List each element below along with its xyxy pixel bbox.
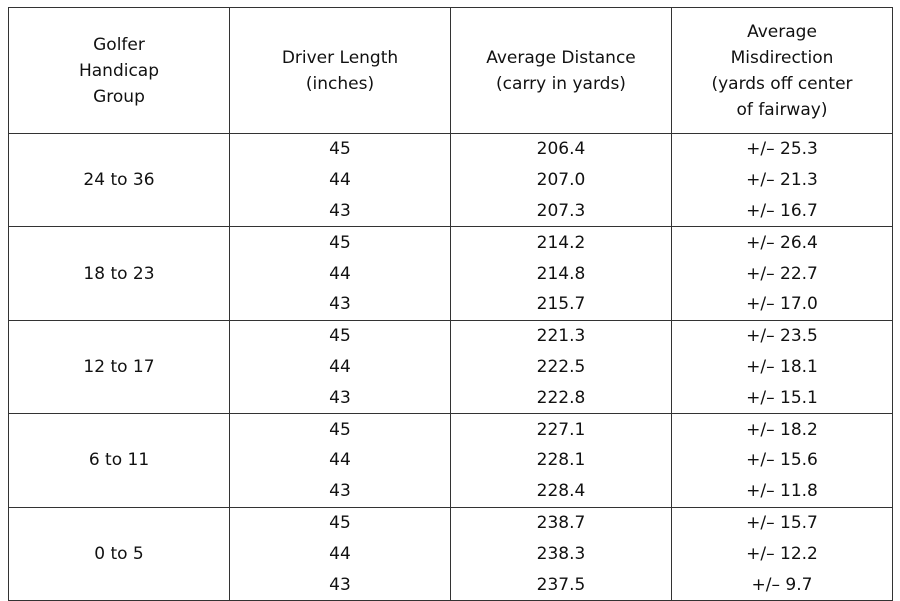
handicap-cell: 0 to 5 <box>8 506 230 601</box>
header-cell: Average Distance (carry in yards) <box>450 7 672 134</box>
table-cell: 206.4 <box>450 132 672 165</box>
table-cell: +/– 12.2 <box>671 538 893 570</box>
header-line: (yards off center <box>711 73 853 94</box>
table-cell: 45 <box>229 413 451 445</box>
header-line: (carry in yards) <box>496 73 626 94</box>
table-cell: +/– 15.7 <box>671 506 893 539</box>
table-row: 44 222.5 +/– 18.1 <box>9 351 893 383</box>
table-cell: +/– 15.6 <box>671 444 893 476</box>
table-cell: 45 <box>229 132 451 165</box>
table-cell: +/– 25.3 <box>671 132 893 165</box>
table-cell: +/– 26.4 <box>671 226 893 259</box>
table-cell: 222.5 <box>450 351 672 383</box>
handicap-cell: 6 to 11 <box>8 413 230 508</box>
table-cell: 227.1 <box>450 413 672 445</box>
table-cell: 214.2 <box>450 226 672 259</box>
table-cell: +/– 22.7 <box>671 258 893 289</box>
table-cell: 228.4 <box>450 475 672 508</box>
table-row: 43 222.8 +/– 15.1 <box>9 382 893 414</box>
header-cell: Golfer Handicap Group <box>8 7 230 134</box>
table-cell: 43 <box>229 195 451 227</box>
header-line: Misdirection <box>730 47 834 68</box>
handicap-cell: 18 to 23 <box>8 226 230 321</box>
table-cell: +/– 18.2 <box>671 413 893 445</box>
table-cell: +/– 11.8 <box>671 475 893 508</box>
handicap-cell: 24 to 36 <box>8 132 230 227</box>
table-cell: 44 <box>229 258 451 289</box>
handicap-cell: 12 to 17 <box>8 319 230 414</box>
table-row: 12 to 17 45 221.3 +/– 23.5 <box>8 319 893 414</box>
table-cell: 207.0 <box>450 164 672 196</box>
table-cell: 238.3 <box>450 538 672 570</box>
table-cell: 215.7 <box>450 288 672 321</box>
table-row: 24 to 36 45 206.4 +/– 25.3 <box>8 132 893 227</box>
header-line: Golfer <box>93 34 145 55</box>
table-cell: 221.3 <box>450 319 672 352</box>
table-cell: +/– 17.0 <box>671 288 893 321</box>
table-cell: 222.8 <box>450 382 672 414</box>
header-cell: Driver Length (inches) <box>229 7 451 134</box>
table-cell: 44 <box>229 444 451 476</box>
table-cell: +/– 21.3 <box>671 164 893 196</box>
table-cell: 43 <box>229 569 451 601</box>
table-cell: 43 <box>229 288 451 321</box>
table-cell: 44 <box>229 351 451 383</box>
table-cell: 43 <box>229 475 451 508</box>
header-line: of fairway) <box>736 99 828 120</box>
table-cell: 45 <box>229 226 451 259</box>
table-row: 43 228.4 +/– 11.8 <box>9 475 893 508</box>
data-table: Golfer Handicap Group Driver Length (inches)… <box>8 7 893 601</box>
table-cell: 228.1 <box>450 444 672 476</box>
table-row: 44 228.1 +/– 15.6 <box>9 444 893 476</box>
header-line: Driver Length <box>281 47 399 68</box>
table-cell: 207.3 <box>450 195 672 227</box>
table-row: 44 238.3 +/– 12.2 <box>9 538 893 570</box>
header-line: Group <box>93 86 145 107</box>
header-cell: Average Misdirection (yards off center of f… <box>671 7 893 134</box>
table-cell: +/– 9.7 <box>671 569 893 601</box>
table-cell: +/– 23.5 <box>671 319 893 352</box>
table-cell: 214.8 <box>450 258 672 289</box>
table-cell: 43 <box>229 382 451 414</box>
table-row: 0 to 5 45 238.7 +/– 15.7 <box>8 506 893 601</box>
table-row: 43 237.5 +/– 9.7 <box>9 569 893 601</box>
table-row: 43 215.7 +/– 17.0 <box>9 288 893 321</box>
table-cell: 45 <box>229 319 451 352</box>
table-row: 6 to 11 45 227.1 +/– 18.2 <box>8 413 893 508</box>
header-row: Golfer Handicap Group Driver Length (inches)… <box>8 7 893 134</box>
table-cell: +/– 16.7 <box>671 195 893 227</box>
table-row: 43 207.3 +/– 16.7 <box>9 195 893 227</box>
table-row: 44 214.8 +/– 22.7 <box>9 258 893 289</box>
table-row: 44 207.0 +/– 21.3 <box>9 164 893 196</box>
table-row: 18 to 23 45 214.2 +/– 26.4 <box>8 226 893 321</box>
table-cell: 237.5 <box>450 569 672 601</box>
table-cell: 44 <box>229 538 451 570</box>
table-cell: 45 <box>229 506 451 539</box>
table-cell: 238.7 <box>450 506 672 539</box>
header-line: Handicap <box>78 60 160 81</box>
header-line: Average Distance <box>486 47 636 68</box>
table-cell: +/– 18.1 <box>671 351 893 383</box>
header-line: (inches) <box>305 73 375 94</box>
table-cell: 44 <box>229 164 451 196</box>
table-cell: +/– 15.1 <box>671 382 893 414</box>
header-line: Average <box>747 21 817 42</box>
